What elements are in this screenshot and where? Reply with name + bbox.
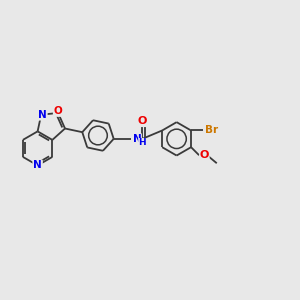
Text: N: N	[38, 110, 47, 120]
Text: N: N	[133, 134, 141, 144]
Text: Br: Br	[205, 125, 218, 136]
Text: H: H	[138, 138, 146, 147]
Text: N: N	[33, 160, 42, 170]
Text: O: O	[138, 116, 147, 126]
Text: O: O	[200, 150, 209, 160]
Text: O: O	[54, 106, 62, 116]
